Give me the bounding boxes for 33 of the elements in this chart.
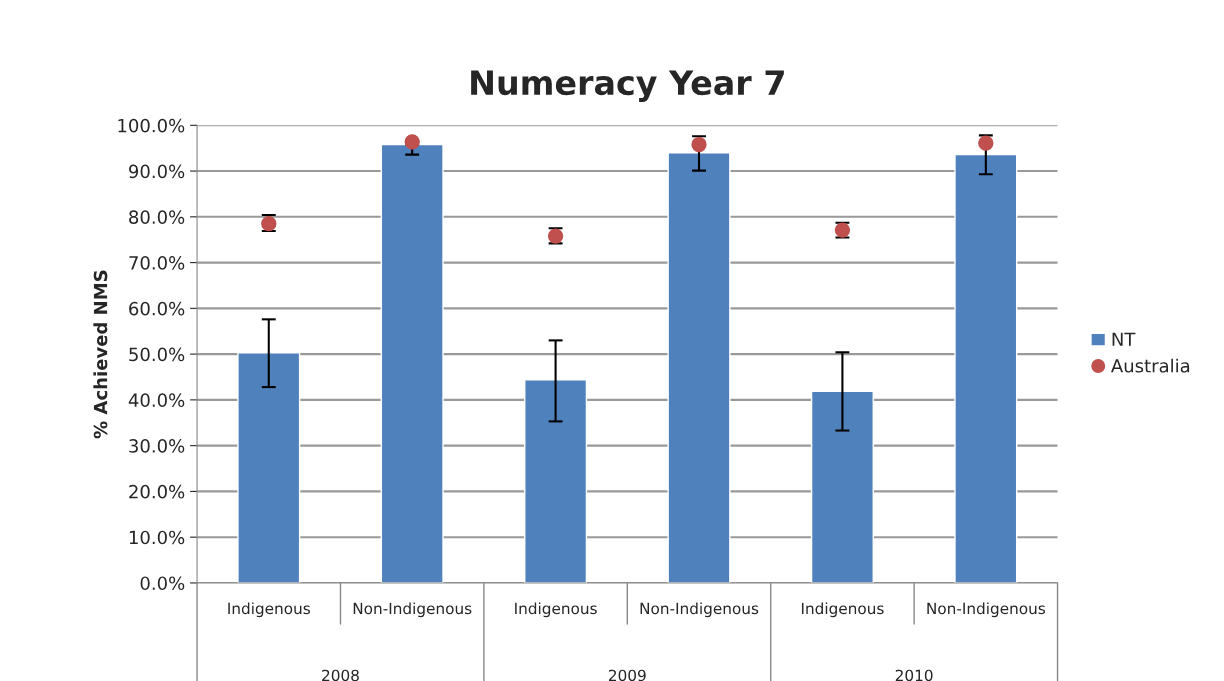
text: 2009 bbox=[608, 669, 646, 681]
bar bbox=[810, 390, 874, 583]
point bbox=[691, 136, 707, 153]
y-tick-label: 80.0% bbox=[129, 210, 185, 224]
y-tick-label: 50.0% bbox=[129, 347, 185, 362]
text: 2010 bbox=[895, 669, 933, 681]
y-tick-label: 20.0% bbox=[129, 484, 185, 499]
bar bbox=[667, 152, 731, 583]
chart-title: Numeracy Year 7 bbox=[471, 70, 784, 102]
y-tick-label: 70.0% bbox=[129, 256, 185, 270]
y-tick-label: 90.0% bbox=[129, 164, 185, 179]
x-tick-label: Indigenous bbox=[801, 602, 884, 618]
x-tick-label: Indigenous bbox=[228, 602, 310, 618]
point bbox=[404, 134, 420, 150]
bar bbox=[237, 352, 301, 583]
legend-label: Australia bbox=[1111, 358, 1190, 373]
x-tick-label: Non-Indigenous bbox=[353, 602, 472, 618]
legend-label: NT bbox=[1112, 332, 1136, 346]
bar bbox=[380, 143, 444, 583]
y-tick-label: 10.0% bbox=[129, 530, 185, 545]
y-tick-label: 40.0% bbox=[128, 393, 185, 407]
text: 2008 bbox=[322, 669, 359, 681]
x-tick-label: Non-Indigenous bbox=[927, 602, 1046, 618]
y-tick-label: 30.0% bbox=[129, 439, 185, 453]
y-tick-label: 60.0% bbox=[129, 301, 185, 316]
point bbox=[978, 135, 994, 151]
y-tick-label: 100.0% bbox=[118, 118, 185, 133]
bar bbox=[954, 153, 1018, 583]
bar bbox=[524, 379, 588, 583]
x-tick-label: Non-Indigenous bbox=[640, 602, 759, 618]
x-tick-label: Indigenous bbox=[515, 602, 597, 618]
y-tick-label: 0.0% bbox=[140, 576, 185, 591]
y-axis-title: % Achieved NMS bbox=[93, 270, 108, 439]
